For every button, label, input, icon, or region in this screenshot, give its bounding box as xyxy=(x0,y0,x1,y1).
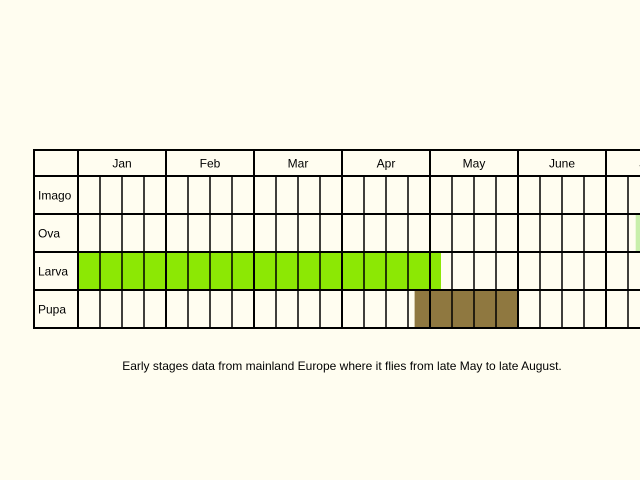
pupa-period-1 xyxy=(414,290,518,328)
month-label-apr: Apr xyxy=(377,157,396,171)
month-label-feb: Feb xyxy=(200,157,221,171)
ova-period-1 xyxy=(635,214,640,252)
month-label-may: May xyxy=(463,157,486,171)
chart-caption: Early stages data from mainland Europe w… xyxy=(122,359,562,373)
row-label-imago: Imago xyxy=(38,189,72,203)
stage-fills xyxy=(78,214,640,328)
row-label-pupa: Pupa xyxy=(38,303,66,317)
month-label-jan: Jan xyxy=(112,157,131,171)
month-label-june: June xyxy=(549,157,575,171)
row-label-ova: Ova xyxy=(38,227,60,241)
table-labels: JanFebMarAprMayJuneJulyAugSeptOctNovDecI… xyxy=(38,157,640,317)
larva-period-1 xyxy=(78,252,441,290)
month-label-mar: Mar xyxy=(288,157,309,171)
row-label-larva: Larva xyxy=(38,265,68,279)
table-grid xyxy=(33,149,640,329)
